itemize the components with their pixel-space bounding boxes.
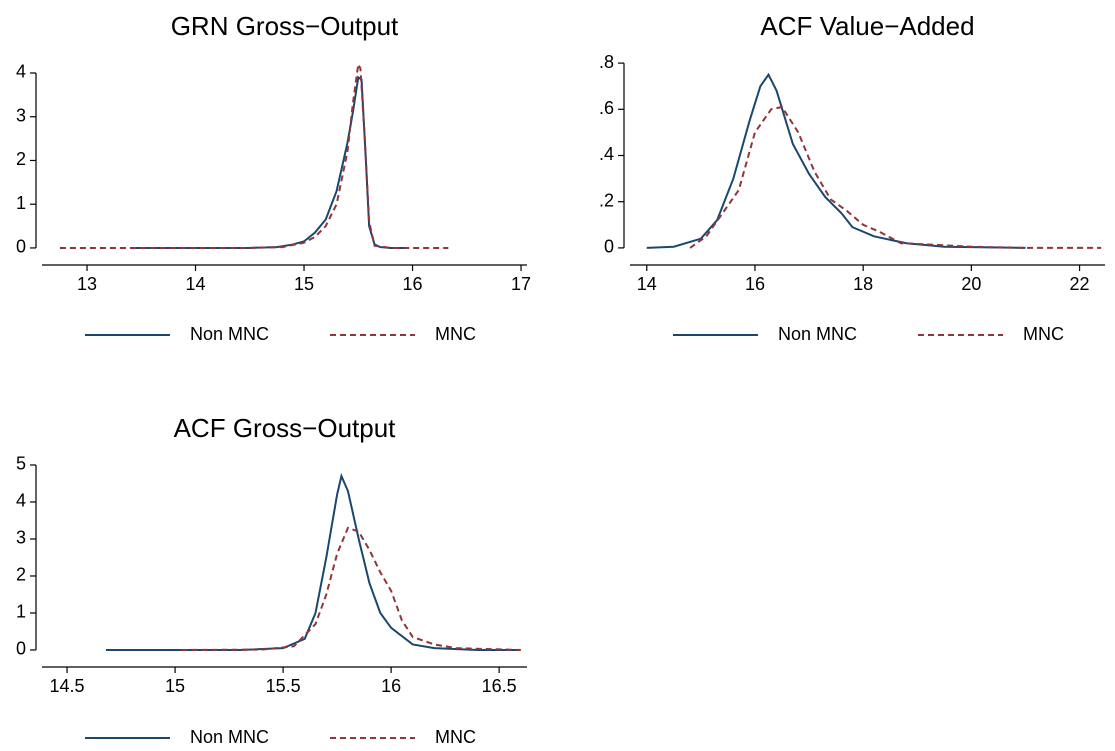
y-tick-label: .2 [599, 190, 614, 210]
y-tick-label: 3 [16, 105, 26, 125]
density-line [105, 472, 521, 651]
y-tick-label: 2 [16, 565, 26, 585]
legend-label: Non MNC [778, 324, 857, 344]
x-tick-label: 18 [853, 274, 873, 294]
chart-title: GRN Gross−Output [171, 11, 399, 41]
x-tick-label: 15 [294, 274, 314, 294]
legend-label: MNC [435, 324, 476, 344]
y-tick-label: 0 [604, 237, 614, 257]
y-tick-label: 5 [16, 454, 26, 474]
legend-label: MNC [1023, 324, 1064, 344]
y-tick-label: 4 [16, 62, 26, 82]
y-tick-label: 1 [16, 193, 26, 213]
x-tick-label: 15.5 [266, 676, 301, 696]
x-tick-label: 14 [637, 274, 657, 294]
x-tick-label: 17 [511, 274, 531, 294]
x-tick-label: 16 [403, 274, 423, 294]
density-line [689, 105, 1102, 249]
x-tick-label: 22 [1070, 274, 1090, 294]
x-tick-label: 20 [961, 274, 981, 294]
x-tick-label: 16.5 [482, 676, 517, 696]
x-tick-label: 13 [77, 274, 97, 294]
y-tick-label: .4 [599, 144, 614, 164]
y-tick-label: 0 [16, 237, 26, 257]
y-tick-label: 2 [16, 149, 26, 169]
legend-label: Non MNC [190, 324, 269, 344]
y-tick-label: 4 [16, 491, 26, 511]
y-tick-label: 3 [16, 528, 26, 548]
y-tick-label: 1 [16, 602, 26, 622]
legend-label: MNC [435, 727, 476, 747]
density-line [646, 72, 1026, 249]
density-line [135, 75, 408, 249]
y-tick-label: 0 [16, 639, 26, 659]
chart-title: ACF Gross−Output [174, 413, 397, 443]
legend-label: Non MNC [190, 727, 269, 747]
density-line [181, 526, 521, 651]
y-tick-label: .6 [599, 98, 614, 118]
y-tick-label: .8 [599, 52, 614, 72]
x-tick-label: 14 [186, 274, 206, 294]
x-tick-label: 16 [381, 676, 401, 696]
density-line [59, 60, 449, 249]
x-tick-label: 16 [745, 274, 765, 294]
x-tick-label: 15 [165, 676, 185, 696]
chart-title: ACF Value−Added [760, 11, 974, 41]
x-tick-label: 14.5 [50, 676, 85, 696]
